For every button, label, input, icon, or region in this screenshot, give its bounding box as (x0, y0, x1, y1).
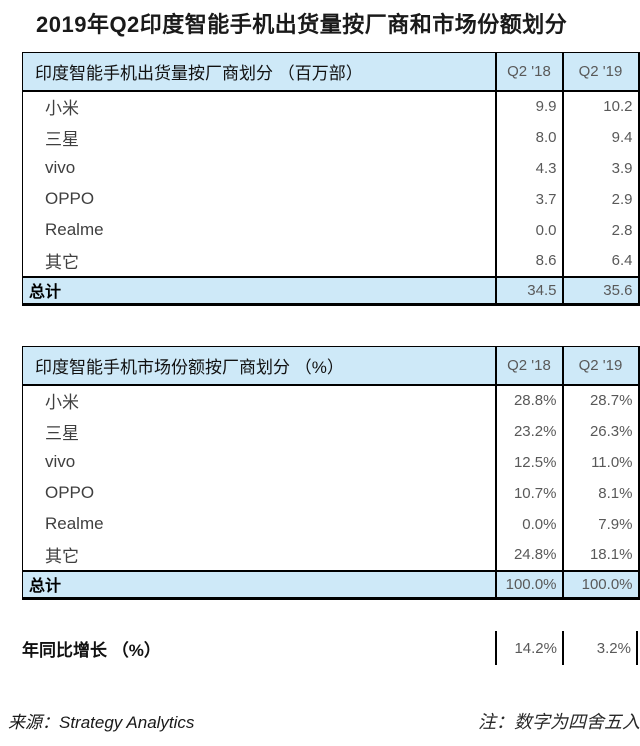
shipments-header-row: 印度智能手机出货量按厂商划分 （百万部） Q2 '18 Q2 '19 (22, 52, 639, 92)
total-q2-19: 100.0% (561, 569, 639, 599)
value-q2-18: 0.0 (494, 214, 563, 246)
column-header-q2-19: Q2 '19 (561, 52, 639, 92)
value-q2-19: 18.1% (561, 539, 639, 571)
yoy-growth-q2-18: 14.2% (495, 631, 562, 665)
value-q2-18: 12.5% (494, 446, 563, 478)
shipments-total-row: 总计 34.5 35.6 (22, 275, 639, 305)
value-q2-18: 8.6 (494, 245, 563, 277)
column-header-q2-18: Q2 '18 (494, 52, 563, 92)
value-q2-18: 23.2% (494, 415, 563, 447)
vendor-row-vivo: vivo 12.5% 11.0% (23, 446, 639, 478)
value-q2-19: 2.8 (561, 214, 639, 246)
value-q2-19: 6.4 (561, 245, 639, 277)
vendor-label: OPPO (45, 483, 95, 502)
vendor-label: vivo (45, 158, 76, 177)
value-q2-18: 8.0 (494, 121, 563, 153)
value-q2-19: 28.7% (561, 384, 639, 416)
value-q2-18: 28.8% (494, 384, 563, 416)
vendor-label: 三星 (45, 129, 79, 149)
page-title: 2019年Q2印度智能手机出货量按厂商和市场份额划分 (36, 12, 568, 37)
share-header-row: 印度智能手机市场份额按厂商划分 （%） Q2 '18 Q2 '19 (22, 346, 639, 386)
vendor-row-oppo: OPPO 3.7 2.9 (23, 183, 639, 215)
vendor-row-oppo: OPPO 10.7% 8.1% (23, 477, 639, 509)
market-share-table: 印度智能手机市场份额按厂商划分 （%） Q2 '18 Q2 '19 小米 28.… (22, 346, 640, 600)
value-q2-19: 26.3% (561, 415, 639, 447)
vendor-row-others: 其它 8.6 6.4 (23, 245, 639, 277)
vendor-row-others: 其它 24.8% 18.1% (23, 539, 639, 571)
shipments-table-caption: 印度智能手机出货量按厂商划分 （百万部） (22, 52, 496, 92)
value-q2-19: 8.1% (561, 477, 639, 509)
yoy-growth-q2-19: 3.2% (562, 631, 638, 665)
vendor-label: Realme (45, 220, 104, 239)
value-q2-18: 4.3 (494, 152, 563, 184)
rounding-note: 注：数字为四舍五入 (478, 712, 640, 732)
value-q2-19: 7.9% (561, 508, 639, 540)
vendor-row-realme: Realme 0.0 2.8 (23, 214, 639, 246)
yoy-growth-label: 年同比增长 （%） (22, 640, 161, 660)
vendor-row-xiaomi: 小米 28.8% 28.7% (23, 384, 639, 416)
value-q2-18: 3.7 (494, 183, 563, 215)
vendor-row-samsung: 三星 8.0 9.4 (23, 121, 639, 153)
vendor-label: 三星 (45, 423, 79, 443)
yoy-growth-row: 年同比增长 （%） 14.2% 3.2% (22, 630, 638, 666)
value-q2-19: 9.4 (561, 121, 639, 153)
vendor-label: 其它 (45, 547, 79, 566)
vendor-label: 其它 (45, 253, 79, 272)
footer: 来源：Strategy Analytics 注：数字为四舍五入 (0, 708, 640, 734)
vendor-row-samsung: 三星 23.2% 26.3% (23, 415, 639, 447)
shipments-table: 印度智能手机出货量按厂商划分 （百万部） Q2 '18 Q2 '19 小米 9.… (22, 52, 640, 306)
vendor-label: Realme (45, 514, 104, 533)
column-header-q2-19: Q2 '19 (561, 346, 639, 386)
value-q2-19: 11.0% (561, 446, 639, 478)
total-q2-18: 100.0% (494, 569, 563, 599)
value-q2-18: 24.8% (494, 539, 563, 571)
total-label: 总计 (22, 275, 496, 305)
vendor-label: vivo (45, 452, 76, 471)
value-q2-18: 10.7% (494, 477, 563, 509)
value-q2-18: 0.0% (494, 508, 563, 540)
source-note: 来源：Strategy Analytics (8, 713, 195, 732)
vendor-label: 小米 (45, 393, 79, 412)
value-q2-18: 9.9 (494, 90, 563, 122)
column-header-q2-18: Q2 '18 (494, 346, 563, 386)
value-q2-19: 2.9 (561, 183, 639, 215)
vendor-row-vivo: vivo 4.3 3.9 (23, 152, 639, 184)
vendor-label: OPPO (45, 189, 95, 208)
share-table-caption: 印度智能手机市场份额按厂商划分 （%） (22, 346, 496, 386)
total-q2-18: 34.5 (494, 275, 563, 305)
value-q2-19: 10.2 (561, 90, 639, 122)
vendor-label: 小米 (45, 99, 79, 118)
vendor-row-realme: Realme 0.0% 7.9% (23, 508, 639, 540)
total-q2-19: 35.6 (561, 275, 639, 305)
share-total-row: 总计 100.0% 100.0% (22, 569, 639, 599)
total-label: 总计 (22, 569, 496, 599)
value-q2-19: 3.9 (561, 152, 639, 184)
vendor-row-xiaomi: 小米 9.9 10.2 (23, 90, 639, 122)
